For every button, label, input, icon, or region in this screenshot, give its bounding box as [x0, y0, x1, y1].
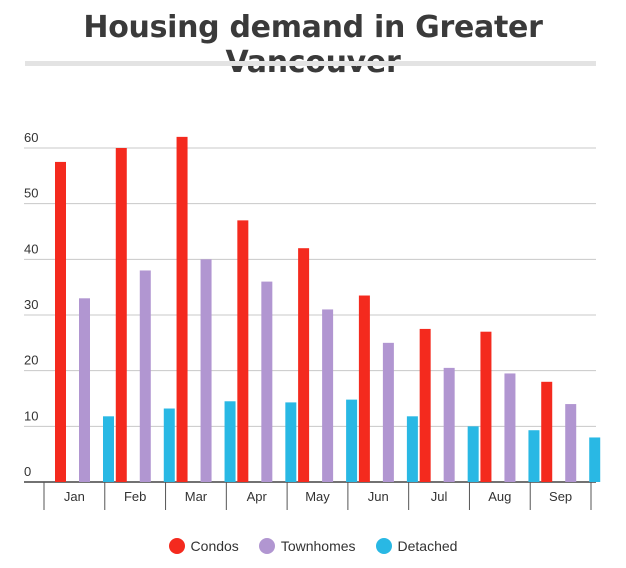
legend-label-condos: Condos — [190, 538, 239, 554]
bar-detached-jul — [467, 426, 479, 482]
bar-townhomes-mar — [200, 259, 212, 482]
bar-detached-mar — [224, 401, 236, 482]
bar-townhomes-jun — [382, 342, 394, 482]
bar-detached-apr — [285, 402, 297, 482]
y-tick-label-20: 20 — [24, 353, 38, 368]
bar-condos-may — [298, 248, 310, 482]
bar-townhomes-jul — [443, 367, 455, 482]
bar-condos-apr — [237, 220, 249, 482]
bar-condos-jul — [419, 328, 431, 482]
title-divider — [25, 61, 596, 66]
x-tick-label-feb: Feb — [124, 489, 146, 504]
bar-townhomes-jan — [79, 298, 90, 482]
y-tick-label-30: 30 — [24, 297, 38, 312]
bar-chart: 0 10 20 30 40 50 60 Jan Feb Mar Apr May Jun Jul Aug Sep — [24, 130, 601, 510]
y-tick-label-0: 0 — [24, 464, 31, 479]
legend-label-townhomes: Townhomes — [280, 538, 356, 554]
y-tick-label-40: 40 — [24, 241, 38, 256]
legend-swatch-detached — [375, 538, 392, 554]
bar-detached-may — [346, 399, 358, 482]
x-tick-label-jan: Jan — [64, 489, 85, 504]
bar-detached-jun — [406, 416, 418, 482]
bar-condos-sep — [541, 381, 553, 482]
legend-label-detached: Detached — [397, 538, 458, 554]
y-tick-label-50: 50 — [24, 186, 38, 201]
bar-townhomes-aug — [504, 373, 516, 482]
x-tick-label-mar: Mar — [185, 489, 208, 504]
y-tick-label-60: 60 — [24, 130, 38, 145]
bar-townhomes-apr — [261, 281, 273, 482]
legend-item-townhomes: Townhomes — [258, 538, 356, 554]
bar-detached-feb — [163, 408, 175, 482]
x-tick-label-sep: Sep — [549, 489, 572, 504]
bar-condos-jun — [358, 295, 370, 482]
y-tick-label-10: 10 — [24, 408, 38, 423]
x-tick-label-jun: Jun — [368, 489, 389, 504]
bar-condos-aug — [480, 331, 492, 482]
bar-condos-feb — [115, 148, 127, 482]
x-tick-label-apr: Apr — [247, 489, 268, 504]
bar-townhomes-sep — [565, 404, 577, 482]
legend: Condos Townhomes Detached — [0, 538, 626, 554]
legend-item-condos: Condos — [168, 538, 239, 554]
bar-condos-mar — [176, 136, 188, 482]
x-tick-label-jul: Jul — [431, 489, 448, 504]
legend-swatch-condos — [168, 538, 185, 554]
bar-townhomes-feb — [139, 270, 151, 482]
legend-swatch-townhomes — [258, 538, 275, 554]
x-tick-label-aug: Aug — [488, 489, 511, 504]
bar-detached-aug — [528, 430, 540, 482]
bar-condos-jan — [55, 161, 66, 482]
bar-detached-jan — [103, 416, 114, 482]
bar-townhomes-may — [322, 309, 334, 482]
x-tick-label-may: May — [305, 489, 330, 504]
legend-item-detached: Detached — [375, 538, 458, 554]
bar-detached-sep — [589, 437, 601, 482]
